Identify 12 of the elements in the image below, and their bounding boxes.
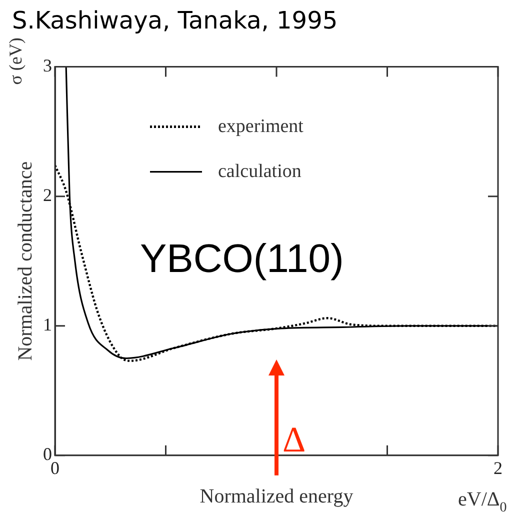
- y-tick-label: 2: [43, 185, 52, 206]
- x-axis-title: Normalized energy: [200, 485, 354, 508]
- annotation: YBCO(110): [140, 236, 344, 281]
- y-tick-label: 3: [43, 56, 52, 76]
- text: σ (eV): [6, 38, 26, 85]
- y-axis-title: Normalized conductance: [14, 161, 36, 361]
- legend-label: calculation: [218, 160, 302, 182]
- y-tick-label: 0: [43, 444, 52, 464]
- chart-title: S.Kashiwaya, Tanaka, 1995: [12, 6, 338, 35]
- legend-label: experiment: [218, 116, 304, 137]
- annotation: Δ: [282, 419, 306, 460]
- y-tick-label: 1: [43, 314, 52, 335]
